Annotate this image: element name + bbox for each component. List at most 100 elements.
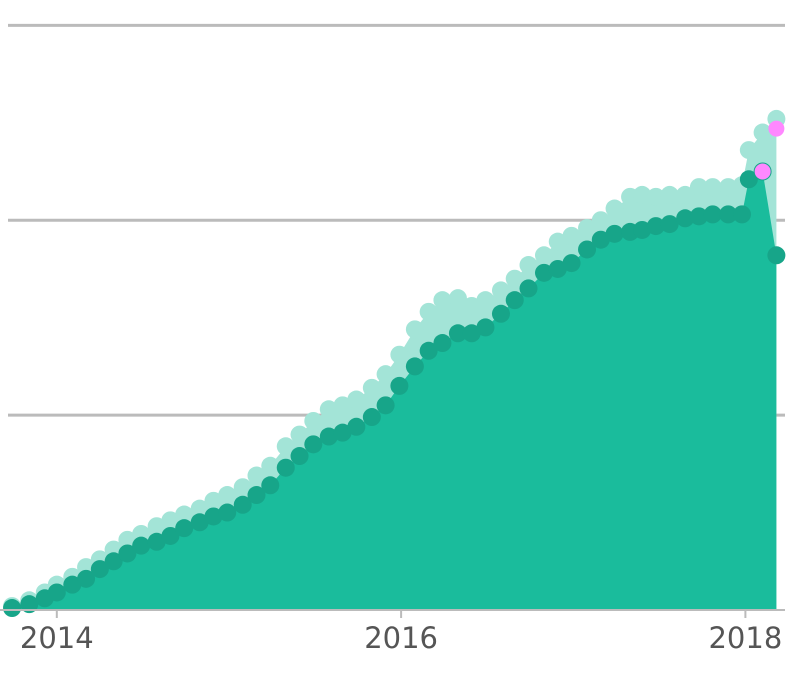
marker bbox=[419, 302, 438, 321]
marker bbox=[562, 226, 581, 245]
marker bbox=[719, 178, 738, 197]
marker bbox=[605, 199, 624, 218]
marker bbox=[676, 209, 695, 228]
marker bbox=[290, 447, 309, 466]
marker bbox=[739, 170, 758, 189]
marker bbox=[290, 425, 309, 444]
marker bbox=[3, 599, 22, 618]
marker bbox=[548, 232, 567, 251]
marker bbox=[767, 246, 786, 265]
marker bbox=[147, 517, 166, 536]
marker bbox=[362, 408, 381, 427]
marker bbox=[304, 435, 323, 454]
marker bbox=[218, 503, 237, 522]
marker bbox=[534, 246, 553, 265]
x-tick-label: 2014 bbox=[20, 621, 94, 655]
marker bbox=[104, 552, 123, 571]
marker bbox=[768, 120, 785, 137]
marker bbox=[233, 495, 252, 514]
marker bbox=[591, 230, 610, 249]
marker bbox=[476, 318, 495, 337]
marker bbox=[534, 263, 553, 282]
marker bbox=[633, 220, 652, 239]
marker bbox=[190, 499, 209, 518]
marker bbox=[390, 376, 409, 395]
marker bbox=[754, 163, 771, 180]
area bbox=[12, 171, 777, 611]
marker bbox=[333, 396, 352, 415]
marker bbox=[276, 437, 295, 456]
marker bbox=[132, 536, 151, 555]
marker bbox=[578, 240, 597, 259]
marker bbox=[562, 254, 581, 273]
marker bbox=[491, 304, 510, 323]
marker bbox=[605, 224, 624, 243]
x-tick-label: 2016 bbox=[364, 621, 438, 655]
marker bbox=[719, 205, 738, 224]
marker bbox=[548, 259, 567, 278]
x-tick-label: 2018 bbox=[708, 621, 782, 655]
marker bbox=[405, 357, 424, 376]
marker bbox=[319, 400, 338, 419]
marker bbox=[261, 476, 280, 495]
marker bbox=[304, 411, 323, 430]
marker bbox=[660, 215, 679, 234]
marker bbox=[703, 178, 722, 197]
marker bbox=[233, 478, 252, 497]
marker bbox=[276, 458, 295, 477]
marker bbox=[161, 526, 180, 545]
marker bbox=[519, 279, 538, 298]
marker bbox=[660, 185, 679, 204]
marker bbox=[218, 486, 237, 505]
marker bbox=[578, 219, 597, 238]
marker bbox=[462, 296, 481, 315]
marker bbox=[390, 345, 409, 364]
marker bbox=[689, 178, 708, 197]
marker bbox=[433, 334, 452, 353]
marker bbox=[362, 378, 381, 397]
marker bbox=[90, 560, 109, 579]
marker bbox=[319, 427, 338, 446]
marker bbox=[448, 324, 467, 343]
marker bbox=[703, 205, 722, 224]
marker bbox=[505, 269, 524, 288]
marker bbox=[77, 569, 96, 588]
marker bbox=[147, 532, 166, 551]
marker bbox=[476, 291, 495, 310]
marker bbox=[175, 519, 194, 538]
marker bbox=[204, 507, 223, 526]
marker bbox=[753, 123, 772, 142]
marker bbox=[462, 324, 481, 343]
marker bbox=[676, 185, 695, 204]
marker bbox=[376, 396, 395, 415]
marker bbox=[47, 583, 66, 602]
marker bbox=[732, 205, 751, 224]
marker bbox=[118, 530, 137, 549]
marker bbox=[646, 217, 665, 236]
marker bbox=[333, 423, 352, 442]
marker bbox=[175, 505, 194, 524]
marker bbox=[405, 320, 424, 339]
marker bbox=[247, 486, 266, 505]
marker bbox=[204, 491, 223, 510]
marker bbox=[118, 544, 137, 563]
marker bbox=[419, 341, 438, 360]
marker bbox=[20, 595, 39, 614]
marker bbox=[633, 185, 652, 204]
marker bbox=[161, 511, 180, 530]
marker bbox=[505, 291, 524, 310]
marker bbox=[190, 513, 209, 532]
marker bbox=[347, 417, 366, 436]
marker bbox=[347, 390, 366, 409]
marker bbox=[491, 281, 510, 300]
marker bbox=[448, 289, 467, 308]
marker bbox=[739, 141, 758, 160]
marker bbox=[519, 256, 538, 275]
marker bbox=[247, 466, 266, 485]
marker bbox=[689, 207, 708, 226]
marker bbox=[63, 575, 82, 594]
marker bbox=[261, 456, 280, 475]
marker bbox=[376, 365, 395, 384]
marker bbox=[433, 291, 452, 310]
